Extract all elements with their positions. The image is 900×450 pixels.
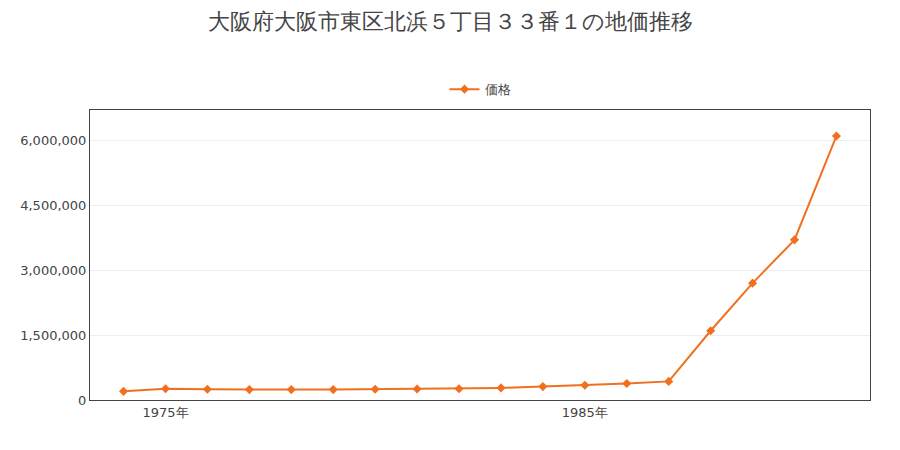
svg-text:3,000,000: 3,000,000 <box>20 263 86 278</box>
svg-text:1985年: 1985年 <box>562 405 608 420</box>
svg-text:1975年: 1975年 <box>142 405 188 420</box>
svg-text:大阪府大阪市東区北浜５丁目３３番１の地価推移: 大阪府大阪市東区北浜５丁目３３番１の地価推移 <box>208 9 693 34</box>
svg-text:価格: 価格 <box>485 82 511 97</box>
svg-text:4,500,000: 4,500,000 <box>20 198 86 213</box>
svg-text:6,000,000: 6,000,000 <box>20 133 86 148</box>
svg-text:0: 0 <box>78 393 86 408</box>
svg-text:1,500,000: 1,500,000 <box>20 328 86 343</box>
